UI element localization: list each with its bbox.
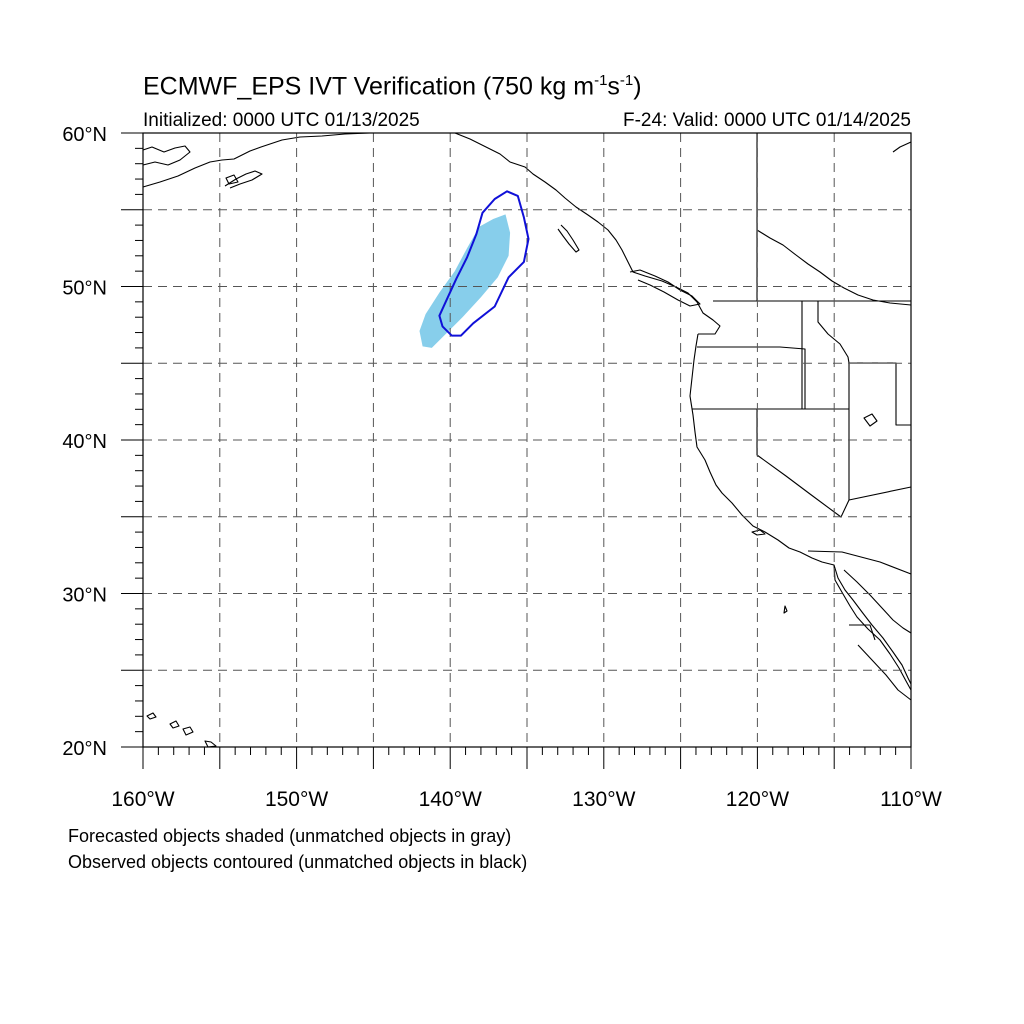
longitude-label: 150°W: [265, 788, 328, 811]
us-mexico-border: [807, 550, 912, 575]
observed-note: Observed objects contoured (unmatched ob…: [68, 852, 528, 872]
na-west-coast: [689, 333, 912, 691]
title-exponent-2: -1: [619, 72, 634, 89]
alaska-islands: [225, 174, 239, 185]
coastline-layer: [142, 132, 912, 748]
latitude-label: 40°N: [62, 431, 107, 453]
tick-layer: [121, 132, 912, 769]
longitude-label: 140°W: [419, 788, 482, 811]
montana-east: [817, 301, 850, 364]
se-alaska-bc-coast: [454, 132, 721, 335]
state-border-or-ca: [692, 408, 912, 501]
forecast-ivt-object: [419, 214, 511, 348]
hawaii-kauai: [146, 712, 157, 720]
vancouver-island: [629, 269, 701, 307]
title-suffix: ): [633, 72, 642, 101]
longitude-label: 110°W: [880, 788, 942, 811]
hawaii-oahu: [169, 720, 180, 729]
guadalupe-island: [783, 605, 788, 614]
graticule-layer: [143, 133, 911, 747]
haida-gwaii: [557, 224, 580, 253]
axis-label-layer: 60°N 50°N 40°N 30°N 20°N 160°W 150°W 140°W 130°W…: [62, 124, 942, 811]
title-exponent-1: -1: [594, 72, 608, 89]
mexico-state-border: [849, 624, 876, 641]
hawaii-big-island: [204, 740, 217, 748]
kodiak-area: [224, 170, 263, 189]
latitude-label: 50°N: [62, 278, 107, 300]
great-salt-lake: [863, 413, 878, 427]
hawaii-maui: [182, 726, 194, 736]
nevada-diagonal: [756, 409, 850, 518]
nw-corner-coast: [892, 141, 912, 153]
state-border-ut: [848, 362, 911, 426]
forecast-layer: [419, 214, 511, 348]
observed-ivt-contour: [438, 190, 530, 337]
valid-time-label: F-24: Valid: 0000 UTC 01/14/2025: [623, 110, 911, 131]
latitude-label: 60°N: [62, 124, 107, 146]
mainland-mexico-coast: [843, 569, 912, 634]
latitude-label: 20°N: [62, 738, 107, 760]
title-prefix: ECMWF_EPS IVT Verification (750 kg m: [143, 72, 595, 101]
initialized-label: Initialized: 0000 UTC 01/13/2025: [143, 110, 420, 131]
longitude-label: 160°W: [111, 788, 174, 811]
latitude-label: 30°N: [62, 585, 107, 607]
observed-layer: [438, 190, 530, 337]
alaska-peninsula-north: [142, 145, 191, 166]
mexico-inland-coast: [857, 644, 912, 701]
state-border-wa-or: [697, 346, 806, 409]
alaska-coast: [142, 132, 371, 188]
baja-peninsula-east: [833, 564, 912, 685]
longitude-label: 120°W: [726, 788, 789, 811]
title-unit-s: s: [607, 72, 620, 101]
map-title: ECMWF_EPS IVT Verification (750 kg m-1s-…: [143, 72, 642, 101]
forecast-note: Forecasted objects shaded (unmatched obj…: [68, 826, 512, 846]
longitude-label: 130°W: [572, 788, 635, 811]
map-frame: [142, 132, 912, 748]
